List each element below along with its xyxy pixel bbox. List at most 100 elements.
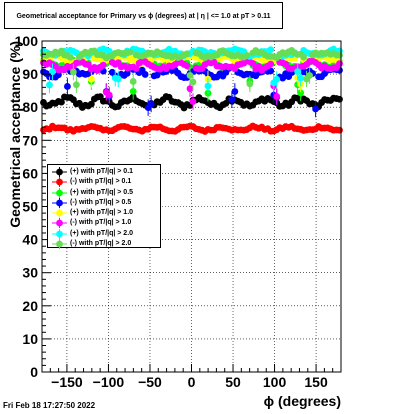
- legend-label: (+) with pT/|q| > 0.5: [70, 188, 134, 196]
- data-point: [183, 50, 191, 58]
- data-point: [297, 74, 305, 82]
- data-point: [312, 105, 319, 113]
- data-point: [186, 85, 194, 93]
- legend-label: (-) with pT/|q| > 1.0: [70, 219, 132, 227]
- y-axis-label: Geometrical acceptance (%): [7, 41, 23, 228]
- data-point: [129, 78, 137, 85]
- legend-label: (-) with pT/|q| > 0.1: [70, 178, 132, 186]
- data-point: [300, 53, 308, 61]
- legend-marker: [52, 167, 67, 177]
- legend-entry: (-) with pT/|q| > 2.0: [48, 239, 160, 250]
- x-tick-label: 50: [225, 374, 241, 390]
- legend: (+) with pT/|q| > 0.1 (-) with pT/|q| > 0…: [47, 164, 161, 250]
- legend-label: (+) with pT/|q| > 1.0: [70, 209, 134, 217]
- data-point: [267, 67, 275, 75]
- data-point: [273, 93, 281, 100]
- series-7: [40, 47, 343, 94]
- y-axis: 0 10 20 30 40 50 60 70 80 90 100: [15, 33, 51, 380]
- legend-entry: (+) with pT/|q| > 1.0: [48, 208, 160, 219]
- legend-marker: [52, 208, 67, 219]
- data-point: [64, 83, 71, 90]
- x-tick-label: 150: [304, 374, 328, 390]
- legend-entry: (+) with pT/|q| > 0.5: [48, 187, 160, 198]
- data-point: [294, 68, 302, 76]
- legend-marker: [52, 218, 67, 229]
- x-axis-label: ϕ (degrees): [264, 393, 341, 409]
- legend-label: (+) with pT/|q| > 2.0: [70, 229, 134, 237]
- data-point: [129, 87, 137, 95]
- data-point: [114, 75, 122, 83]
- legend-marker: [52, 228, 67, 239]
- x-tick-label: 100: [263, 374, 287, 390]
- y-tick-label: 70: [22, 132, 38, 148]
- data-point: [49, 68, 56, 76]
- data-point: [267, 46, 275, 54]
- data-point: [147, 100, 155, 108]
- x-tick-label: 0: [188, 374, 196, 390]
- y-tick-label: 80: [22, 99, 38, 115]
- y-tick-label: 100: [15, 33, 39, 49]
- y-tick-label: 90: [22, 66, 38, 82]
- data-point: [336, 51, 343, 59]
- data-point: [183, 62, 191, 70]
- data-series: [40, 45, 343, 135]
- data-point: [249, 60, 257, 67]
- legend-label: (-) with pT/|q| > 2.0: [70, 240, 132, 248]
- data-point: [267, 60, 275, 68]
- data-point: [67, 53, 74, 61]
- y-tick-label: 10: [22, 331, 38, 347]
- legend-entry: (-) with pT/|q| > 1.0: [48, 218, 160, 229]
- data-point: [306, 72, 314, 79]
- x-tick-label: −100: [93, 374, 125, 390]
- legend-entry: (-) with pT/|q| > 0.1: [48, 177, 160, 188]
- y-tick-label: 20: [22, 298, 38, 314]
- y-tick-label: 40: [22, 232, 38, 248]
- date-stamp: Fri Feb 18 17:27:50 2022: [3, 401, 96, 410]
- data-point: [72, 81, 80, 89]
- legend-marker: [52, 239, 67, 250]
- data-point: [336, 126, 343, 134]
- data-point: [55, 71, 62, 79]
- data-point: [132, 65, 140, 73]
- data-point: [246, 80, 254, 88]
- legend-marker: [52, 177, 67, 188]
- data-point: [204, 82, 212, 90]
- data-point: [141, 71, 149, 78]
- data-point: [87, 100, 95, 108]
- y-tick-label: 60: [22, 165, 38, 181]
- data-point: [69, 68, 77, 76]
- data-point: [243, 51, 251, 59]
- legend-entry: (-) with pT/|q| > 0.5: [48, 197, 160, 208]
- y-tick-label: 50: [22, 199, 38, 215]
- data-point: [189, 98, 197, 105]
- data-point: [105, 91, 113, 99]
- data-point: [99, 61, 107, 69]
- y-tick-label: 30: [22, 265, 38, 281]
- legend-entry: (+) with pT/|q| > 2.0: [48, 228, 160, 239]
- data-point: [228, 96, 236, 104]
- x-tick-label: −50: [138, 374, 162, 390]
- data-point: [273, 75, 281, 83]
- data-point: [189, 78, 197, 86]
- data-point: [123, 69, 131, 77]
- data-point: [336, 60, 343, 68]
- chart-title: Geometrical acceptance for Primary vs ϕ …: [4, 2, 283, 29]
- legend-marker: [52, 197, 67, 208]
- data-point: [58, 98, 65, 106]
- legend-entry: (+) with pT/|q| > 0.1: [48, 167, 160, 177]
- y-tick-label: 0: [30, 364, 38, 380]
- data-point: [46, 81, 53, 89]
- data-point: [231, 88, 239, 95]
- data-point: [297, 89, 305, 97]
- series-1: [40, 122, 343, 135]
- data-point: [87, 75, 95, 83]
- data-point: [336, 95, 343, 103]
- legend-label: (+) with pT/|q| > 0.1: [70, 168, 134, 175]
- legend-marker: [52, 187, 67, 198]
- x-tick-label: −150: [51, 374, 83, 390]
- x-axis: −150 −100 −50 0 50 100 150: [41, 364, 342, 390]
- legend-label: (-) with pT/|q| > 0.5: [70, 198, 132, 206]
- data-point: [186, 71, 194, 79]
- data-point: [126, 48, 134, 56]
